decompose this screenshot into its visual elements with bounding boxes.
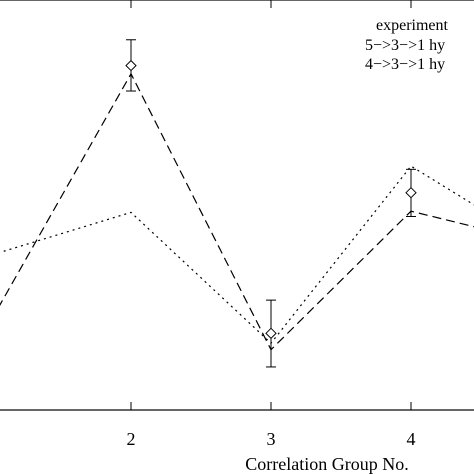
legend: experiment 5−>3−>1 hy 4−>3−>1 hy [365, 17, 449, 73]
plot-frame [0, 0, 474, 411]
legend-entry-1: 5−>3−>1 hy [365, 37, 445, 54]
data-point-4 [405, 186, 417, 199]
experiment-markers [125, 39, 417, 368]
x-ticks: 2 3 4 [127, 0, 416, 449]
x-tick-label-3: 3 [267, 429, 276, 449]
data-point-3 [265, 327, 277, 340]
x-tick-label-2: 2 [127, 429, 136, 449]
legend-entry-0: experiment [376, 17, 449, 34]
series-line-dashed [0, 72, 474, 351]
x-axis-label: Correlation Group No. [245, 454, 408, 474]
data-point-2 [125, 59, 137, 72]
series-lines [0, 72, 474, 351]
x-tick-label-4: 4 [407, 429, 416, 449]
series-line-dotted [0, 165, 474, 345]
legend-entry-2: 4−>3−>1 hy [365, 56, 445, 73]
axes [0, 0, 474, 411]
